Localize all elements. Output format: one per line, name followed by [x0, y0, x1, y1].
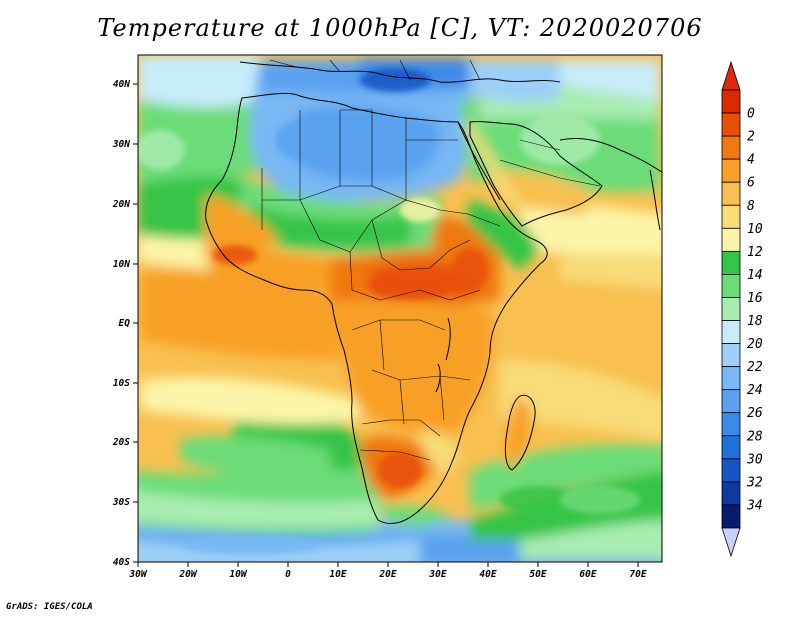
x-tick-label: 10E — [329, 569, 346, 580]
x-tick-label: 20E — [378, 569, 396, 580]
colorbar-over-arrow — [721, 60, 741, 91]
colorbar-label: 4 — [747, 153, 755, 168]
colorbar-label: 24 — [747, 383, 763, 398]
colorbar-swatch — [721, 227, 741, 252]
colorbar-label: 12 — [747, 245, 763, 260]
coastlines — [205, 61, 662, 524]
colorbar-swatch — [721, 458, 741, 483]
x-tick-label: 30E — [428, 569, 446, 580]
y-tick-label: EQ — [119, 318, 131, 329]
colorbar-label: 0 — [747, 107, 755, 122]
plot-frame — [137, 54, 663, 563]
colorbar-label: 8 — [747, 199, 755, 214]
x-tick-label: 40E — [479, 569, 496, 580]
colorbar-swatch — [721, 412, 741, 437]
y-tick-label: 10N — [113, 259, 130, 270]
colorbar-label: 22 — [747, 360, 763, 375]
map-title: Temperature at 1000hPa [C], VT: 20200207… — [97, 14, 703, 42]
y-tick-label: 20S — [112, 437, 130, 448]
colorbar-label: 20 — [747, 337, 763, 352]
colorbar-swatch — [721, 250, 741, 275]
colorbar-swatch — [721, 204, 741, 229]
colorbar-swatch — [721, 320, 741, 344]
colorbar-swatch — [721, 181, 741, 206]
colorbar-label: 26 — [747, 406, 763, 421]
x-tick-label: 60E — [579, 569, 596, 580]
credit-text: GrADS: IGES/COLA — [6, 602, 93, 612]
colorbar-label: 28 — [747, 429, 763, 444]
colorbar-swatch — [721, 135, 741, 160]
y-tick-label: 20N — [112, 199, 130, 210]
colorbar-swatch — [721, 158, 741, 183]
colorbar-label: 32 — [746, 475, 763, 490]
colorbar-label: 30 — [746, 452, 763, 467]
colorbar-label: 2 — [747, 130, 755, 145]
colorbar-swatch — [721, 343, 741, 368]
colorbar-swatch — [721, 112, 741, 137]
colorbar-label: 16 — [747, 291, 763, 306]
colorbar-swatch — [721, 504, 741, 529]
colorbar-label: 14 — [747, 268, 763, 283]
colorbar-label: 18 — [747, 314, 763, 329]
x-tick-label: 30W — [128, 569, 147, 580]
colorbar-swatch — [721, 435, 741, 460]
y-tick-label: 40S — [113, 557, 130, 568]
colorbar-swatch — [721, 297, 741, 321]
x-tick-label: 70E — [629, 569, 646, 580]
axis-ticks — [133, 83, 639, 567]
x-tick-label: 10W — [229, 569, 247, 580]
colorbar-label: 6 — [747, 176, 755, 191]
y-tick-label: 30N — [112, 139, 130, 150]
x-tick-label: 50E — [529, 569, 546, 580]
colorbar-label: 10 — [747, 222, 763, 237]
colorbar-swatch — [721, 389, 741, 414]
temperature-field — [138, 55, 662, 562]
colorbar-swatch — [721, 366, 741, 391]
y-axis-labels: 40N 30N 20N 10N EQ 10S 20S 30S 40S — [112, 79, 130, 568]
colorbar-swatch — [721, 89, 741, 114]
y-tick-label: 40N — [113, 79, 130, 90]
y-tick-label: 10S — [113, 378, 130, 389]
x-tick-label: 20W — [178, 569, 197, 580]
colorbar-swatch — [721, 274, 741, 298]
colorbar-swatch — [721, 481, 741, 506]
colorbar-label: 34 — [746, 498, 763, 513]
colorbar-under-arrow — [721, 527, 741, 558]
x-tick-label: 0 — [285, 569, 291, 580]
country-borders — [261, 59, 601, 461]
x-axis-labels: 30W 20W 10W 0 10E 20E 30E 40E 50E 60E 70… — [128, 569, 646, 580]
y-tick-label: 30S — [112, 497, 130, 508]
